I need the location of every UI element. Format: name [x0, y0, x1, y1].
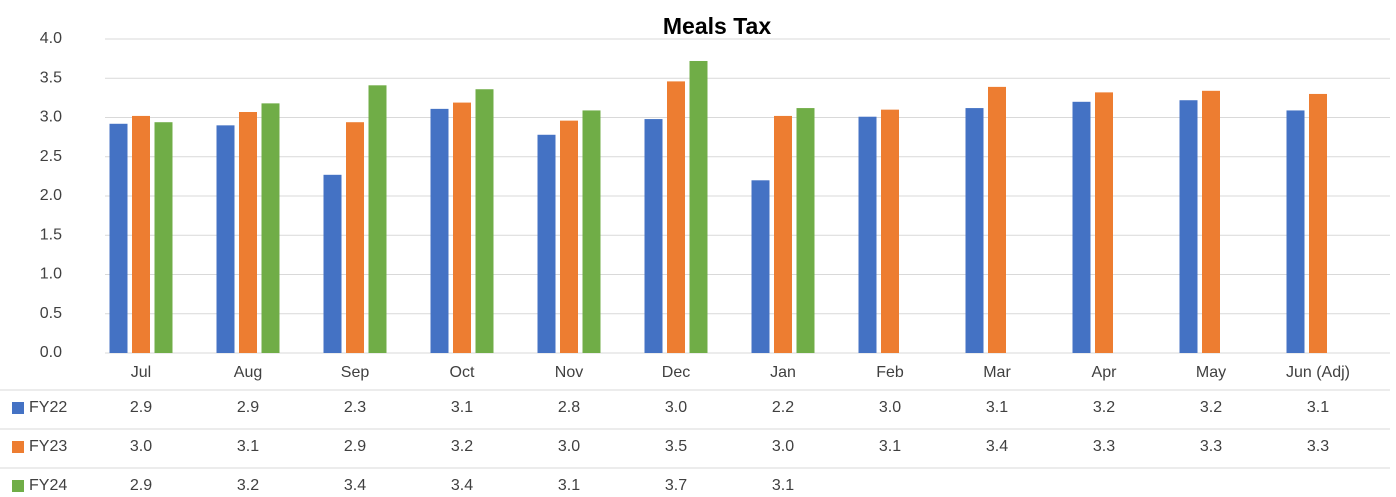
table-value: 3.2 — [237, 477, 259, 494]
y-tick-label: 3.5 — [40, 69, 62, 86]
bar — [988, 86, 1006, 353]
x-tick-label: Apr — [1092, 364, 1118, 381]
legend-label: FY24 — [29, 477, 67, 494]
bar — [881, 109, 899, 354]
bar — [430, 108, 449, 354]
table-value: 3.1 — [237, 438, 259, 455]
bar — [560, 120, 578, 353]
table-value: 3.1 — [986, 399, 1008, 416]
bar — [537, 134, 556, 353]
table-value: 3.1 — [1307, 399, 1329, 416]
table-value: 3.1 — [772, 477, 794, 494]
y-tick-label: 0.5 — [40, 305, 62, 322]
bar — [216, 125, 235, 353]
bar — [965, 108, 984, 353]
table-value: 3.2 — [1093, 399, 1115, 416]
table-value: 3.1 — [879, 438, 901, 455]
table-value: 2.8 — [558, 399, 580, 416]
legend-label: FY23 — [29, 438, 67, 455]
bar — [1202, 90, 1220, 353]
bar — [774, 115, 792, 354]
table-value: 3.7 — [665, 477, 687, 494]
y-tick-label: 2.0 — [40, 187, 62, 204]
table-value: 3.1 — [558, 477, 580, 494]
table-value: 3.4 — [986, 438, 1008, 455]
chart-title: Meals Tax — [663, 13, 771, 39]
y-tick-label: 2.5 — [40, 148, 62, 165]
y-tick-label: 1.5 — [40, 226, 62, 243]
table-value: 2.9 — [130, 399, 152, 416]
table-value: 3.2 — [451, 438, 473, 455]
x-tick-label: Sep — [341, 364, 370, 381]
table-value: 3.3 — [1093, 438, 1115, 455]
x-tick-label: Jan — [770, 364, 796, 381]
y-tick-label: 3.0 — [40, 109, 62, 126]
bar — [475, 89, 494, 354]
legend-swatch — [12, 480, 24, 492]
y-tick-label: 4.0 — [40, 30, 62, 47]
table-value: 3.2 — [1200, 399, 1222, 416]
table-value: 2.2 — [772, 399, 794, 416]
x-tick-label: Dec — [662, 364, 690, 381]
bar — [154, 122, 173, 354]
table-value: 3.3 — [1307, 438, 1329, 455]
table-value: 3.4 — [344, 477, 366, 494]
legend-swatch — [12, 441, 24, 453]
legend-swatch — [12, 402, 24, 414]
bar — [132, 115, 150, 354]
y-tick-label: 1.0 — [40, 266, 62, 283]
table-value: 3.3 — [1200, 438, 1222, 455]
table-value: 3.0 — [879, 399, 901, 416]
table-value: 3.0 — [558, 438, 580, 455]
bar — [667, 81, 685, 353]
table-value: 2.9 — [344, 438, 366, 455]
x-tick-label: Oct — [450, 364, 475, 381]
bar — [858, 116, 877, 353]
bar — [1095, 92, 1113, 353]
bar — [346, 122, 364, 354]
bar — [1179, 100, 1198, 353]
bar — [368, 85, 387, 353]
bar — [1309, 93, 1327, 353]
bar — [1286, 110, 1305, 353]
x-tick-label: Mar — [983, 364, 1011, 381]
bar — [644, 119, 663, 353]
table-value: 3.5 — [665, 438, 687, 455]
x-tick-label: Jun (Adj) — [1286, 364, 1350, 381]
table-value: 3.1 — [451, 399, 473, 416]
bar — [453, 102, 471, 354]
bar — [261, 103, 280, 354]
y-tick-label: 0.0 — [40, 344, 62, 361]
table-value: 2.3 — [344, 399, 366, 416]
x-tick-label: Jul — [131, 364, 151, 381]
table-value: 3.0 — [772, 438, 794, 455]
x-tick-label: Aug — [234, 364, 262, 381]
table-value: 2.9 — [237, 399, 259, 416]
x-tick-label: May — [1196, 364, 1226, 381]
legend-label: FY22 — [29, 399, 67, 416]
bar — [689, 60, 708, 353]
table-value: 3.0 — [665, 399, 687, 416]
bar — [582, 110, 601, 353]
bar — [796, 108, 815, 353]
bar — [751, 180, 770, 353]
table-value: 2.9 — [130, 477, 152, 494]
x-tick-label: Nov — [555, 364, 583, 381]
table-value: 3.4 — [451, 477, 473, 494]
bar — [1072, 101, 1091, 353]
bar — [323, 174, 342, 353]
table-value: 3.0 — [130, 438, 152, 455]
bar — [109, 123, 128, 353]
bar — [239, 112, 257, 353]
x-tick-label: Feb — [876, 364, 904, 381]
